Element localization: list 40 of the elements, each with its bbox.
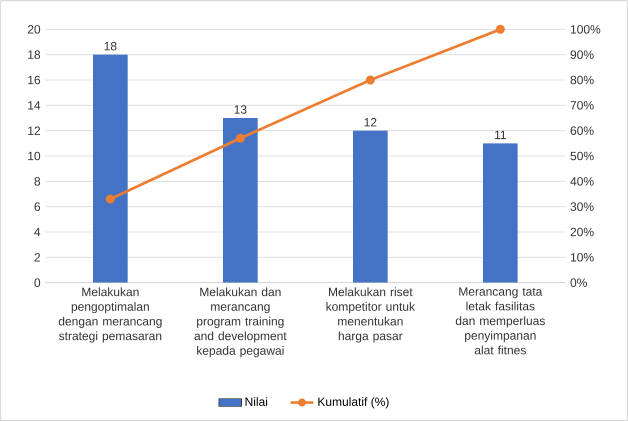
- y2-tick-label: 100%: [570, 24, 600, 34]
- y-tick-label: 0: [34, 278, 40, 287]
- bar: [483, 143, 518, 283]
- point: [496, 24, 505, 34]
- y2-tick-label: 0%: [570, 278, 587, 287]
- x-tick-label: Merancang tata letak fasilitas dan memperluas penyimpanan alat fitnes: [456, 287, 545, 354]
- data-label: 13: [234, 105, 246, 114]
- y2-tick-label: 50%: [570, 152, 594, 160]
- y-tick-label: 20: [28, 24, 40, 34]
- point: [236, 134, 245, 143]
- point: [106, 194, 115, 204]
- bar: [353, 130, 388, 283]
- legend-label: Kumulatif (%): [318, 397, 389, 408]
- y2-tick-label: 20%: [570, 228, 594, 236]
- y-tick-label: 14: [28, 101, 40, 110]
- y2-tick-label: 30%: [570, 202, 594, 211]
- y-tick-label: 8: [34, 176, 40, 186]
- data-label: 11: [495, 130, 506, 139]
- point: [366, 75, 375, 84]
- y-tick-label: 6: [34, 202, 40, 211]
- y-tick-label: 2: [34, 252, 40, 262]
- y2-tick-label: 10%: [570, 252, 594, 262]
- y-tick-label: 10: [28, 152, 40, 160]
- legend-label: Nilai: [246, 397, 268, 406]
- y-tick-label: 12: [28, 126, 40, 135]
- bar: [223, 118, 258, 283]
- data-label: 18: [104, 42, 116, 50]
- bar: [93, 54, 128, 283]
- y2-tick-label: 70%: [570, 100, 594, 110]
- data-label: 12: [364, 118, 376, 126]
- y-tick-label: 4: [34, 228, 40, 236]
- y2-tick-label: 90%: [570, 50, 594, 59]
- x-tick-label: Melakukan pengoptimalan dengan merancang strategi pemasaran: [58, 287, 162, 342]
- y-tick-label: 18: [28, 50, 40, 59]
- x-tick-label: Melakukan riset kompetitor untuk menentukan harga pasar: [326, 287, 416, 342]
- y2-tick-label: 40%: [570, 176, 594, 186]
- y2-tick-label: 80%: [570, 76, 594, 84]
- x-tick-label: Melakukan dan merancang program training and development kepada pegawai: [194, 287, 287, 358]
- y2-tick-label: 60%: [570, 126, 594, 135]
- y-tick-label: 16: [28, 76, 40, 84]
